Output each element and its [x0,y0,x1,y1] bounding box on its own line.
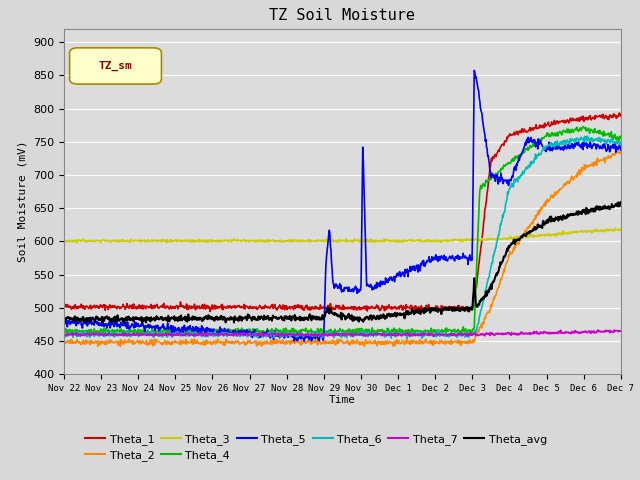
Theta_6 [60,332,68,338]
Theta_2 [495,285,502,290]
Line: Theta_avg: Theta_avg [64,202,621,323]
Theta_6 [418,336,426,341]
Theta_avg [286,313,294,319]
Theta_2 [617,150,625,156]
Theta_6 [117,331,125,337]
Theta_5 [495,175,503,180]
Theta_6 [305,333,313,338]
Theta_5 [617,147,625,153]
Theta_5 [306,334,314,339]
Theta_5 [470,68,478,73]
Theta_7 [505,331,513,337]
Theta_5 [117,319,125,325]
Theta_2 [117,337,125,343]
Theta_avg [306,312,314,317]
Theta_1 [420,309,428,314]
Theta_1 [617,111,625,117]
Theta_avg [117,316,125,322]
Theta_1 [285,305,293,311]
Title: TZ Soil Moisture: TZ Soil Moisture [269,9,415,24]
Theta_6 [285,333,293,338]
Theta_4 [505,161,513,167]
Theta_2 [60,338,68,344]
Theta_2 [285,338,293,344]
Theta_2 [443,339,451,345]
Theta_7 [594,327,602,333]
Theta_3 [505,236,513,241]
Line: Theta_6: Theta_6 [64,136,621,338]
Theta_6 [584,133,591,139]
Text: TZ_sm: TZ_sm [99,60,132,71]
Theta_4 [313,332,321,338]
Theta_avg [443,306,451,312]
Theta_avg [60,315,68,321]
Theta_5 [60,320,68,326]
Theta_6 [443,332,451,338]
Theta_3 [74,240,81,246]
Line: Theta_7: Theta_7 [64,330,621,336]
Line: Theta_2: Theta_2 [64,151,621,347]
Theta_3 [60,239,68,244]
Theta_3 [443,239,451,244]
Theta_4 [285,328,293,334]
Theta_4 [579,124,587,130]
Theta_4 [117,326,125,332]
Theta_avg [617,199,625,205]
Theta_2 [505,252,513,258]
Theta_1 [60,303,68,309]
X-axis label: Time: Time [329,395,356,405]
Theta_6 [505,188,513,193]
Theta_3 [611,225,619,231]
Theta_4 [617,135,625,141]
Line: Theta_4: Theta_4 [64,127,621,335]
Theta_avg [495,267,502,273]
Theta_3 [495,235,502,241]
Theta_7 [495,330,502,336]
Theta_7 [286,331,294,336]
Theta_4 [443,328,451,334]
Line: Theta_3: Theta_3 [64,228,621,243]
Theta_7 [443,332,451,338]
Theta_1 [443,306,451,312]
Theta_1 [495,147,502,153]
Theta_4 [495,168,502,174]
Theta_7 [306,332,314,337]
Theta_3 [118,237,125,243]
Theta_7 [60,332,68,338]
Theta_5 [506,177,513,183]
Theta_2 [305,339,313,345]
Theta_3 [286,237,294,243]
Theta_2 [615,148,623,154]
Theta_2 [390,344,397,349]
Theta_5 [300,338,308,344]
Theta_7 [168,334,176,339]
Theta_3 [617,227,625,232]
Theta_6 [617,142,625,147]
Theta_4 [60,331,68,336]
Theta_7 [117,332,125,338]
Legend: Theta_1, Theta_2, Theta_3, Theta_4, Theta_5, Theta_6, Theta_7, Theta_avg: Theta_1, Theta_2, Theta_3, Theta_4, Thet… [81,429,551,466]
Theta_1 [305,304,313,310]
Theta_1 [615,110,623,116]
Theta_avg [505,243,513,249]
Theta_1 [117,304,125,310]
Theta_7 [617,328,625,334]
FancyBboxPatch shape [70,48,161,84]
Theta_6 [495,233,502,239]
Theta_5 [443,257,451,263]
Theta_4 [305,328,313,334]
Theta_avg [138,320,146,326]
Theta_3 [306,237,314,243]
Theta_5 [285,333,293,339]
Line: Theta_1: Theta_1 [64,113,621,312]
Line: Theta_5: Theta_5 [64,71,621,341]
Y-axis label: Soil Moisture (mV): Soil Moisture (mV) [17,141,28,263]
Theta_1 [505,133,513,139]
